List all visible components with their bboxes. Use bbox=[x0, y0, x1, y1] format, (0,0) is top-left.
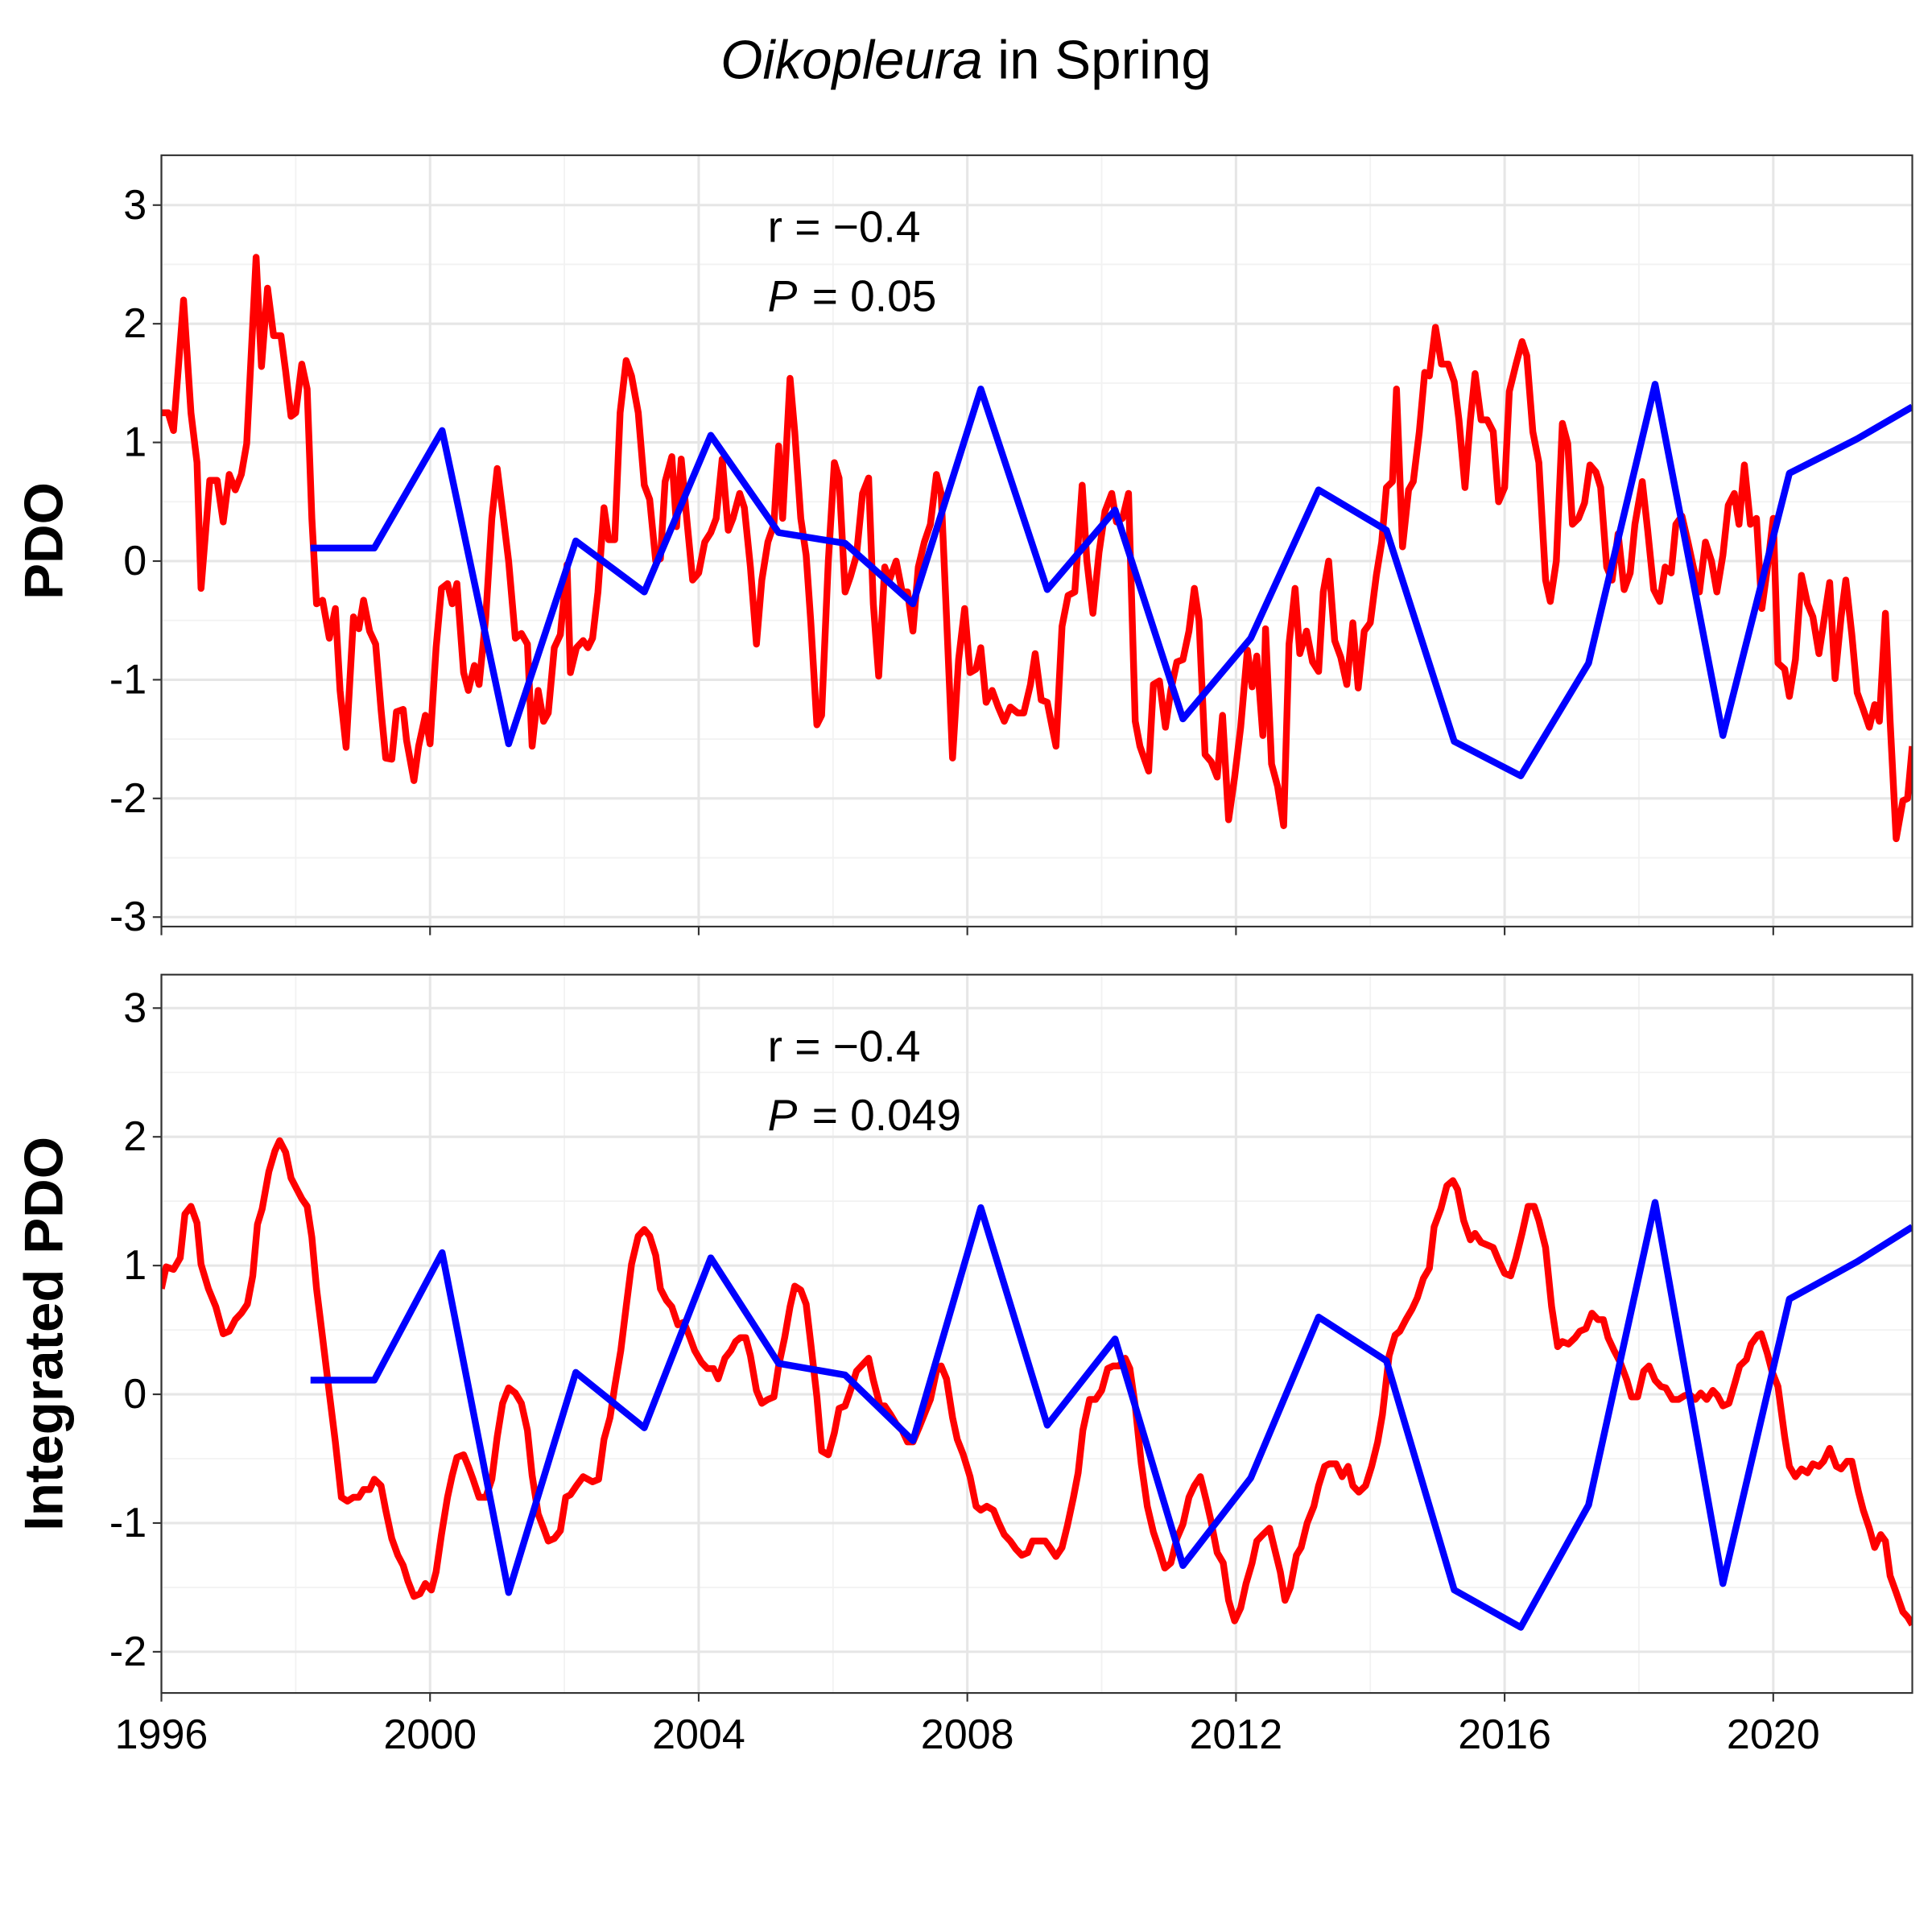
annotation-p-symbol: P bbox=[768, 270, 798, 320]
plot-lines bbox=[161, 254, 1913, 843]
data-line bbox=[310, 381, 1913, 780]
x-tick-label: 2008 bbox=[921, 1711, 1014, 1758]
y-tick-label: -2 bbox=[109, 1629, 147, 1675]
plot-lines bbox=[161, 1137, 1913, 1631]
y-tick-label: 3 bbox=[123, 182, 147, 229]
y-tick-label: 1 bbox=[123, 1242, 147, 1289]
x-tick-label: 2016 bbox=[1458, 1711, 1551, 1758]
title-text: in Spring bbox=[997, 30, 1212, 90]
x-tick-label: 2004 bbox=[652, 1711, 745, 1758]
x-tick-label: 2020 bbox=[1727, 1711, 1820, 1758]
annotation-p-value: = 0.049 bbox=[812, 1090, 961, 1140]
y-tick-label: 0 bbox=[123, 538, 147, 584]
x-tick-label: 2012 bbox=[1190, 1711, 1283, 1758]
y-tick-label: 2 bbox=[123, 1113, 147, 1160]
y-tick-label: 1 bbox=[123, 419, 147, 466]
annotation-p: P = 0.049 bbox=[768, 1090, 961, 1140]
panel-border bbox=[160, 154, 1913, 928]
y-tick-label: 2 bbox=[123, 300, 147, 347]
annotation-p-value: = 0.05 bbox=[812, 270, 937, 320]
data-line bbox=[161, 254, 1913, 843]
y-tick-label: -2 bbox=[109, 775, 147, 822]
data-line bbox=[310, 1199, 1913, 1631]
chart-title: Oikopleura in Spring bbox=[720, 30, 1212, 90]
y-tick-label: 0 bbox=[123, 1371, 147, 1418]
x-tick-label: 1996 bbox=[115, 1711, 208, 1758]
y-tick-label: -3 bbox=[109, 894, 147, 940]
data-line bbox=[161, 1137, 1913, 1627]
y-axis-label: PDO bbox=[14, 482, 75, 600]
y-tick-label: -1 bbox=[109, 1500, 147, 1546]
y-tick-label: 3 bbox=[123, 985, 147, 1031]
annotation-p-symbol: P bbox=[768, 1090, 798, 1140]
x-tick-label: 2000 bbox=[383, 1711, 477, 1758]
title-italic: Oikopleura bbox=[720, 30, 983, 90]
annotation-r: r = −0.4 bbox=[768, 202, 921, 252]
y-axis-label: Integrated PDO bbox=[14, 1137, 75, 1531]
y-tick-label: -1 bbox=[109, 656, 147, 703]
annotation-p: P = 0.05 bbox=[768, 270, 937, 320]
annotation-r: r = −0.4 bbox=[768, 1021, 921, 1071]
panel-border bbox=[160, 973, 1913, 1695]
